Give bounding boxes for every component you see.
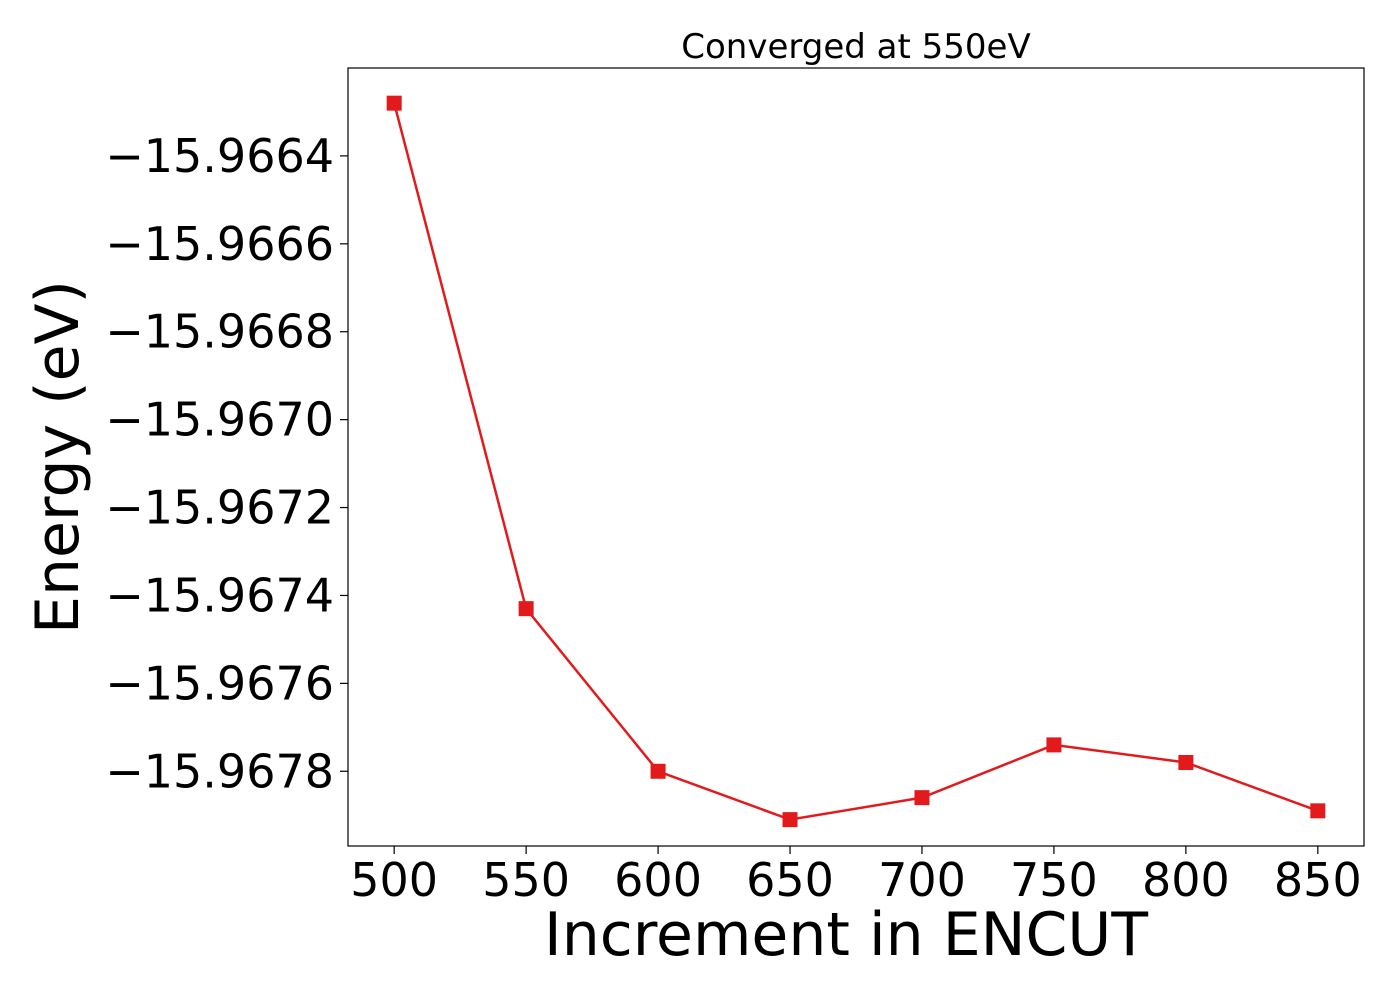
- x-tick-label: 750: [1010, 853, 1098, 907]
- y-tick-label: −15.9672: [105, 481, 334, 535]
- data-point-marker: [1178, 754, 1194, 770]
- y-tick-label: −15.9664: [105, 129, 334, 183]
- x-tick-label: 800: [1142, 853, 1230, 907]
- x-tick-label: 550: [482, 853, 570, 907]
- y-tick-label: −15.9666: [105, 217, 334, 271]
- x-tick-label: 650: [746, 853, 834, 907]
- data-point-marker: [1046, 737, 1062, 753]
- y-axis-label: Energy (eV): [23, 280, 93, 634]
- data-point-marker: [1310, 803, 1326, 819]
- chart-title: Converged at 550eV: [681, 27, 1030, 67]
- y-tick-label: −15.9678: [105, 744, 334, 798]
- x-tick-label: 500: [350, 853, 438, 907]
- x-tick-label: 850: [1274, 853, 1362, 907]
- data-point-marker: [518, 601, 534, 617]
- data-point-marker: [914, 790, 930, 806]
- x-axis-label: Increment in ENCUT: [544, 900, 1148, 970]
- x-tick-label: 600: [614, 853, 702, 907]
- data-series: [386, 95, 1326, 828]
- series-line: [392, 102, 1319, 821]
- plot-frame: [347, 67, 1365, 847]
- x-tick-label: 700: [878, 853, 966, 907]
- y-tick-label: −15.9668: [105, 305, 334, 359]
- data-point-marker: [782, 812, 798, 828]
- data-point-marker: [650, 763, 666, 779]
- y-axis: −15.9664 −15.9666 −15.9668 −15.9670 −15.9672…: [105, 129, 348, 798]
- x-axis: 500 550 600 650 700 750 800 850: [350, 846, 1362, 907]
- y-tick-label: −15.9674: [105, 568, 334, 622]
- y-tick-label: −15.9670: [105, 393, 334, 447]
- y-tick-label: −15.9676: [105, 656, 334, 710]
- data-point-marker: [386, 95, 402, 111]
